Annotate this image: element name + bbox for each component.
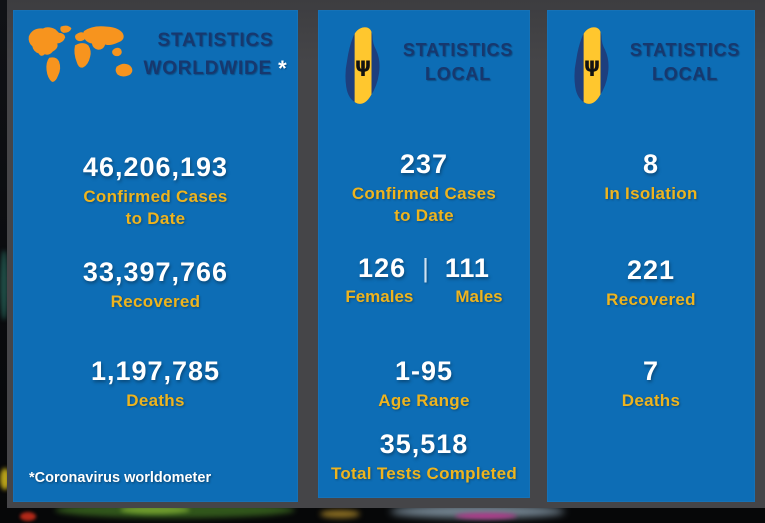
panel-title-line1: STATISTICS <box>157 30 274 51</box>
world-map-icon <box>28 25 133 82</box>
stat-value: 7 <box>642 356 660 386</box>
females-count: 126 <box>358 252 407 283</box>
panel-header: ψ STATISTICS LOCAL <box>547 10 755 108</box>
panel-title-line1: STATISTICS <box>402 40 514 60</box>
panel-title: STATISTICS LOCAL <box>623 24 747 87</box>
stat-value: 33,397,766 <box>82 257 229 287</box>
stat-recovered-worldwide: 33,397,766 Recovered <box>13 257 298 313</box>
stat-value: 8 <box>642 149 660 179</box>
stat-in-isolation: 8 In Isolation <box>547 149 755 205</box>
stat-value: 1,197,785 <box>90 356 221 386</box>
stat-value: 46,206,193 <box>82 152 229 182</box>
panel-title-line2: LOCAL <box>425 64 491 85</box>
stat-value: 237 <box>399 149 449 179</box>
stat-label: Recovered <box>606 289 696 309</box>
title-asterisk: * <box>278 55 288 81</box>
stat-label: Age Range <box>378 390 470 410</box>
photo-boat-light <box>390 505 565 518</box>
stat-label: Total Tests Completed <box>330 463 518 483</box>
males-count: 111 <box>444 252 490 283</box>
stat-label: Confirmed Cases to Date <box>83 186 228 228</box>
panel-title-line2: WORLDWIDE * <box>143 55 288 81</box>
photo-light-amber <box>320 510 360 518</box>
stat-recovered-local: 221 Recovered <box>547 255 755 311</box>
stat-confirmed-cases-local: 237 Confirmed Cases to Date <box>318 149 530 227</box>
stat-label: Recovered <box>110 291 201 311</box>
stat-value: 1-95 <box>394 356 454 386</box>
svg-text:ψ: ψ <box>584 53 600 77</box>
stat-confirmed-cases-worldwide: 46,206,193 Confirmed Cases to Date <box>13 152 298 230</box>
photo-light-yellow <box>0 468 10 490</box>
panel-title-line2: LOCAL <box>652 64 718 85</box>
panel-statistics-worldwide: STATISTICS WORLDWIDE * 46,206,193 Confir… <box>13 10 298 502</box>
stat-label: Deaths <box>621 390 681 410</box>
barbados-flag-map-icon: ψ <box>574 27 609 104</box>
panel-header: STATISTICS WORLDWIDE * <box>13 10 298 88</box>
panel-title-line1: STATISTICS <box>629 40 741 60</box>
photo-light-teal <box>0 250 8 320</box>
barbados-flag-map-icon: ψ <box>345 27 380 104</box>
panel-title: STATISTICS LOCAL <box>394 24 522 87</box>
stat-label: Confirmed Cases to Date <box>351 183 497 225</box>
stat-label: In Isolation <box>604 183 698 203</box>
females-label: Females <box>345 287 414 306</box>
source-footnote: *Coronavirus worldometer <box>29 470 212 486</box>
males-label: Males <box>455 287 503 306</box>
stat-total-tests: 35,518 Total Tests Completed <box>318 429 530 485</box>
stat-age-range: 1-95 Age Range <box>318 356 530 412</box>
panel-statistics-local-status: ψ STATISTICS LOCAL 8 In Isolation 221 Re… <box>547 10 755 502</box>
stat-value: 221 <box>626 255 676 285</box>
stat-value: 35,518 <box>379 429 469 459</box>
panel-title: STATISTICS WORLDWIDE * <box>141 24 290 83</box>
panel-statistics-local-cases: ψ STATISTICS LOCAL 237 Confirmed Cases t… <box>318 10 530 498</box>
photo-light-red <box>20 512 36 521</box>
panel-header: ψ STATISTICS LOCAL <box>318 10 530 108</box>
stat-label: Deaths <box>126 390 185 410</box>
stat-deaths-worldwide: 1,197,785 Deaths <box>13 356 298 412</box>
photo-light-green-bright <box>120 506 190 514</box>
stat-gender-split: 126 | 111 Females Males <box>318 253 530 307</box>
svg-text:ψ: ψ <box>355 53 371 77</box>
photo-light-magenta <box>455 513 517 519</box>
stat-deaths-local: 7 Deaths <box>547 356 755 412</box>
split-divider: | <box>422 253 429 283</box>
